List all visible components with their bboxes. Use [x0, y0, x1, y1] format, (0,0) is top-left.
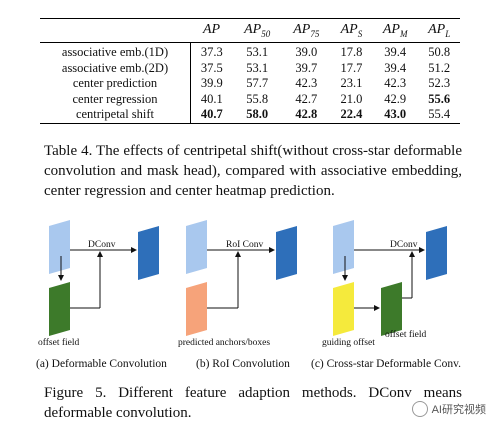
anchor-boxes-map-b [186, 282, 207, 336]
input-label-c: guiding offset [322, 337, 375, 348]
feature-adaption-figure: DConv offset field (a) Deformable Convol… [36, 220, 461, 370]
table-row: associative emb.(1D) 37.3 53.1 39.0 17.8 39.4… [40, 42, 460, 61]
metric-header-subscript: S [357, 28, 363, 39]
output-feature-map-b [276, 226, 297, 280]
value-cell: 37.5 [200, 60, 223, 75]
input-label-b: predicted anchors/boxes [178, 338, 270, 348]
table-row: centripetal shift 40.7 58.0 42.8 22.4 43.0 55.… [40, 107, 460, 123]
value-cell: 42.3 [384, 76, 407, 90]
panel-a-deformable-convolution: DConv offset field (a) Deformable Convol… [36, 220, 167, 370]
value-cell: 53.1 [246, 45, 269, 59]
value-cell: 40.7 [200, 107, 223, 121]
value-cell: 53.1 [246, 60, 269, 75]
metric-header-subscript: L [445, 28, 451, 39]
table-row: center regression 40.1 55.8 42.7 21.0 42.9 55.… [40, 91, 460, 107]
value-cell: 55.4 [428, 107, 451, 121]
input-feature-map-a [49, 220, 70, 274]
value-cell: 42.3 [295, 76, 318, 90]
results-table: AP AP50 AP75 APS APM APL associative emb.(1D)… [40, 18, 460, 124]
table-row: associative emb.(2D) 37.5 53.1 39.7 17.7 39.4… [40, 60, 460, 76]
panel-caption-b: (b) RoI Convolution [196, 358, 290, 370]
value-cell: 17.8 [340, 45, 363, 59]
table-header-row: AP AP50 AP75 APS APM APL [40, 18, 460, 43]
metric-header-subscript: 75 [310, 28, 320, 39]
watermark: AI研究视频 [411, 401, 486, 417]
method-name-cell: centripetal shift [40, 107, 191, 123]
watermark-text: AI研究视频 [431, 404, 486, 416]
panel-b-roi-convolution: RoI Conv predicted anchors/boxes (b) RoI… [178, 220, 297, 370]
method-column-header [40, 19, 191, 43]
value-cell: 22.4 [340, 107, 363, 121]
guiding-offset-map-c [333, 282, 354, 336]
value-cell: 57.7 [246, 76, 269, 90]
metric-header-base: AP [382, 21, 400, 37]
input-feature-map-c [333, 220, 354, 274]
metric-header-base: AP [244, 21, 262, 37]
offset-field-map-c [381, 282, 402, 336]
offset-field-map-a [49, 282, 70, 336]
op-label-a: DConv [88, 240, 116, 250]
method-name-cell: associative emb.(2D) [40, 60, 191, 76]
panel-caption-c: (c) Cross-star Deformable Conv. [311, 358, 461, 370]
method-name-cell: center prediction [40, 76, 191, 92]
metric-header: APS [331, 19, 372, 43]
panel-c-cross-star-deformable-conv: DConv guiding offset offset field (c) Cr… [311, 220, 461, 370]
input-label-a: offset field [38, 337, 79, 348]
value-cell: 42.8 [295, 107, 318, 121]
metric-header-base: AP [428, 21, 446, 37]
figure-caption: Figure 5. Different feature adaption met… [44, 385, 462, 421]
wechat-logo-icon [411, 401, 428, 417]
value-cell: 52.3 [428, 76, 451, 90]
op-label-c: DConv [390, 240, 418, 250]
value-cell: 51.2 [428, 60, 451, 75]
value-cell: 23.1 [340, 76, 363, 90]
metric-header: APL [418, 19, 460, 43]
value-cell: 37.3 [200, 45, 223, 59]
method-name-cell: center regression [40, 91, 191, 107]
value-cell: 39.7 [295, 60, 318, 75]
value-cell: 58.0 [246, 107, 269, 121]
value-cell: 50.8 [428, 45, 451, 59]
value-cell: 42.9 [384, 91, 407, 106]
value-cell: 39.4 [384, 45, 407, 59]
table-body: associative emb.(1D) 37.3 53.1 39.0 17.8 39.4… [40, 42, 460, 123]
metric-header: AP75 [282, 19, 331, 43]
value-cell: 55.6 [428, 91, 451, 106]
metric-header: APM [372, 19, 418, 43]
value-cell: 39.0 [295, 45, 318, 59]
table-row: center prediction 39.9 57.7 42.3 23.1 42.3 52.… [40, 76, 460, 92]
value-cell: 40.1 [200, 91, 223, 106]
metric-header: AP50 [233, 19, 282, 43]
value-cell: 17.7 [340, 60, 363, 75]
value-cell: 39.4 [384, 60, 407, 75]
metric-header: AP [191, 19, 233, 43]
output-feature-map-a [138, 226, 159, 280]
value-cell: 42.7 [295, 91, 318, 106]
input-feature-map-b [186, 220, 207, 274]
op-label-b: RoI Conv [226, 240, 263, 250]
metric-header-base: AP [202, 22, 221, 37]
mid-label-c: offset field [385, 329, 426, 340]
metric-header-subscript: 50 [261, 28, 271, 39]
metric-header-subscript: M [399, 28, 408, 39]
value-cell: 21.0 [340, 91, 363, 106]
metric-header-base: AP [340, 21, 358, 37]
table-caption: Table 4. The effects of centripetal shif… [44, 143, 462, 199]
value-cell: 55.8 [246, 91, 269, 106]
panel-caption-a: (a) Deformable Convolution [36, 358, 167, 370]
value-cell: 43.0 [384, 107, 407, 121]
metric-header-base: AP [293, 21, 311, 37]
value-cell: 39.9 [200, 76, 223, 90]
output-feature-map-c [426, 226, 447, 280]
method-name-cell: associative emb.(1D) [40, 42, 191, 61]
